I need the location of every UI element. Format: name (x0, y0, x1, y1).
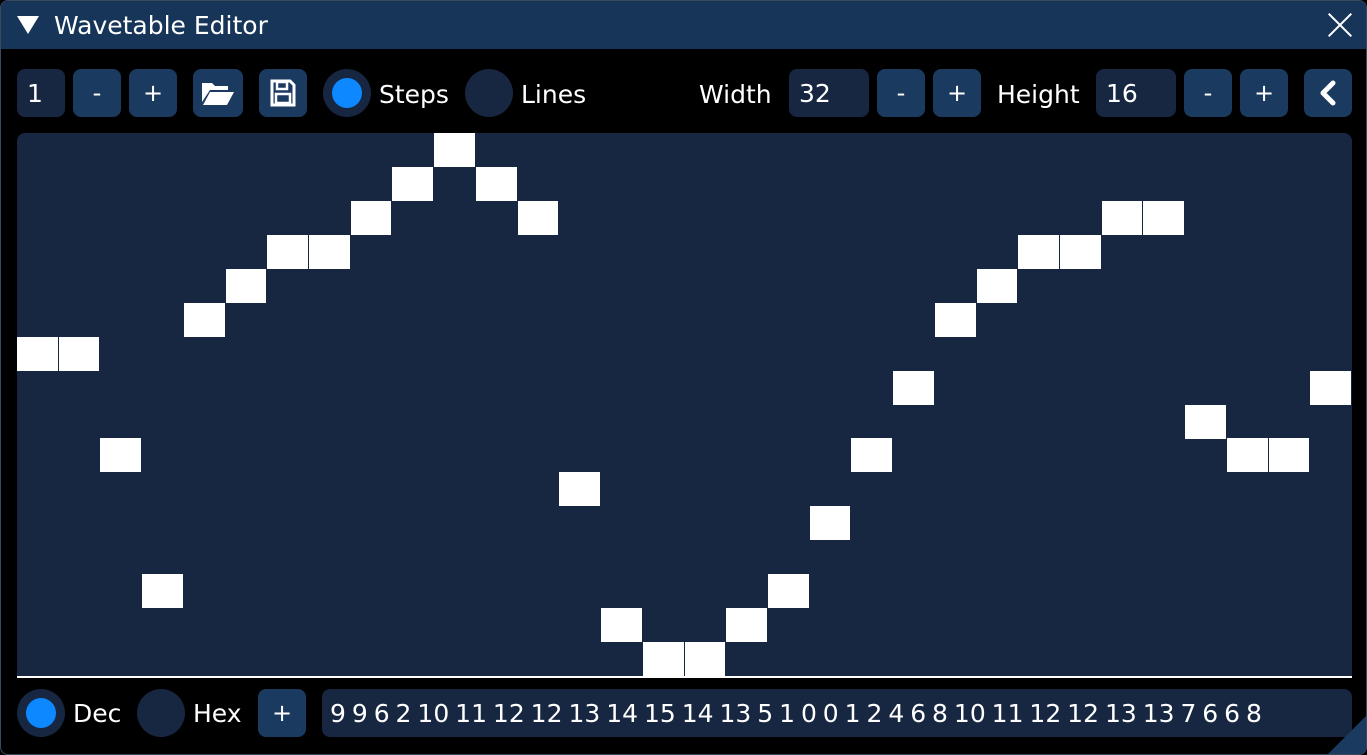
wave-step-cell[interactable] (1310, 371, 1351, 405)
chevron-left-icon (1320, 80, 1336, 106)
wave-step-cell[interactable] (142, 574, 183, 608)
width-increment-button[interactable]: + (933, 69, 981, 117)
width-field[interactable]: 32 (789, 69, 869, 117)
wavetable-index-field[interactable]: 1 (17, 69, 65, 117)
wave-step-cell[interactable] (685, 642, 725, 676)
canvas-baseline (17, 676, 1352, 678)
height-decrement-button[interactable]: - (1184, 69, 1232, 117)
wave-step-cell[interactable] (726, 608, 767, 642)
wave-step-cell[interactable] (1018, 235, 1059, 269)
wave-step-cell[interactable] (476, 167, 517, 201)
wave-step-cell[interactable] (851, 438, 892, 472)
wave-step-cell[interactable] (518, 201, 558, 235)
height-label: Height (997, 80, 1080, 109)
steps-radio[interactable] (323, 69, 371, 117)
width-decrement-button[interactable]: - (877, 69, 925, 117)
wave-step-cell[interactable] (392, 167, 433, 201)
wave-step-cell[interactable] (226, 269, 266, 303)
add-button[interactable]: + (258, 689, 306, 737)
open-button[interactable] (193, 69, 243, 117)
wave-step-cell[interactable] (893, 371, 934, 405)
resize-grip[interactable] (1328, 716, 1366, 754)
wave-step-cell[interactable] (434, 133, 475, 167)
steps-label: Steps (379, 80, 449, 109)
index-increment-button[interactable]: + (129, 69, 177, 117)
window-title: Wavetable Editor (54, 10, 268, 40)
height-increment-button[interactable]: + (1240, 69, 1288, 117)
collapse-panel-button[interactable] (1304, 69, 1352, 117)
wave-step-cell[interactable] (351, 201, 391, 235)
lines-radio[interactable] (465, 69, 513, 117)
wave-step-cell[interactable] (601, 608, 642, 642)
wave-step-cell[interactable] (559, 472, 600, 506)
collapse-triangle-icon[interactable] (17, 16, 39, 34)
wave-step-cell[interactable] (1269, 438, 1309, 472)
wave-step-cell[interactable] (1185, 405, 1226, 439)
wave-step-cell[interactable] (935, 303, 976, 337)
wave-step-cell[interactable] (643, 642, 684, 676)
wave-step-cell[interactable] (267, 235, 308, 269)
width-label: Width (699, 80, 772, 109)
wave-step-cell[interactable] (1102, 201, 1142, 235)
hex-radio[interactable] (137, 689, 185, 737)
wave-step-cell[interactable] (768, 574, 809, 608)
wave-step-cell[interactable] (59, 337, 99, 371)
dec-radio[interactable] (17, 689, 65, 737)
floppy-disk-icon (270, 79, 296, 107)
index-decrement-button[interactable]: - (73, 69, 121, 117)
wave-canvas[interactable] (17, 133, 1352, 676)
wave-step-cell[interactable] (1227, 438, 1268, 472)
dec-label: Dec (73, 699, 122, 728)
wave-step-cell[interactable] (17, 337, 58, 371)
wave-step-cell[interactable] (810, 506, 850, 540)
wave-step-cell[interactable] (309, 235, 350, 269)
close-icon[interactable] (1328, 13, 1352, 37)
wave-step-cell[interactable] (1143, 201, 1184, 235)
title-bar[interactable]: Wavetable Editor (1, 1, 1366, 49)
wave-values-field[interactable]: 9 9 6 2 10 11 12 12 13 14 15 14 13 5 1 0… (322, 689, 1352, 737)
wave-step-cell[interactable] (977, 269, 1017, 303)
folder-open-icon (202, 83, 234, 105)
lines-label: Lines (521, 80, 587, 109)
hex-label: Hex (193, 699, 242, 728)
height-field[interactable]: 16 (1096, 69, 1176, 117)
save-button[interactable] (259, 69, 307, 117)
wave-step-cell[interactable] (1060, 235, 1101, 269)
wave-step-cell[interactable] (184, 303, 225, 337)
wave-step-cell[interactable] (100, 438, 141, 472)
